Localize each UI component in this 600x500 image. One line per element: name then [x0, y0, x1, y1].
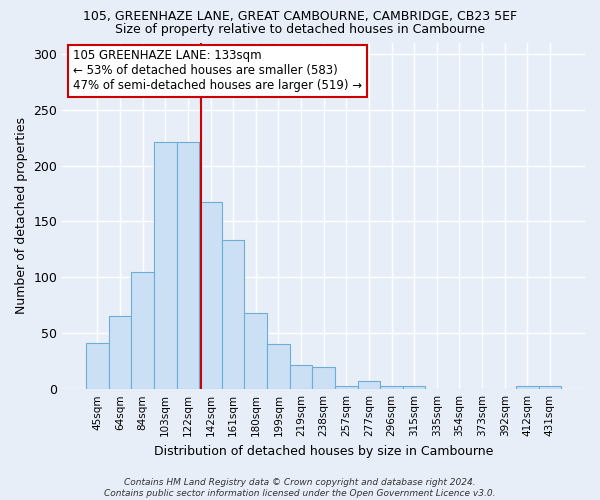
- Bar: [403, 386, 425, 389]
- Bar: [335, 386, 358, 389]
- Bar: [313, 367, 335, 389]
- Bar: [267, 344, 290, 389]
- Bar: [244, 313, 267, 389]
- Bar: [380, 386, 403, 389]
- Bar: [222, 240, 244, 389]
- Bar: [109, 316, 131, 389]
- Bar: [516, 386, 539, 389]
- Bar: [358, 382, 380, 389]
- Text: 105, GREENHAZE LANE, GREAT CAMBOURNE, CAMBRIDGE, CB23 5EF: 105, GREENHAZE LANE, GREAT CAMBOURNE, CA…: [83, 10, 517, 23]
- Bar: [290, 364, 313, 389]
- X-axis label: Distribution of detached houses by size in Cambourne: Distribution of detached houses by size …: [154, 444, 493, 458]
- Text: Contains HM Land Registry data © Crown copyright and database right 2024.
Contai: Contains HM Land Registry data © Crown c…: [104, 478, 496, 498]
- Y-axis label: Number of detached properties: Number of detached properties: [15, 118, 28, 314]
- Text: 105 GREENHAZE LANE: 133sqm
← 53% of detached houses are smaller (583)
47% of sem: 105 GREENHAZE LANE: 133sqm ← 53% of deta…: [73, 50, 362, 92]
- Bar: [154, 142, 176, 389]
- Bar: [176, 142, 199, 389]
- Text: Size of property relative to detached houses in Cambourne: Size of property relative to detached ho…: [115, 22, 485, 36]
- Bar: [199, 202, 222, 389]
- Bar: [539, 386, 561, 389]
- Bar: [86, 344, 109, 389]
- Bar: [131, 272, 154, 389]
